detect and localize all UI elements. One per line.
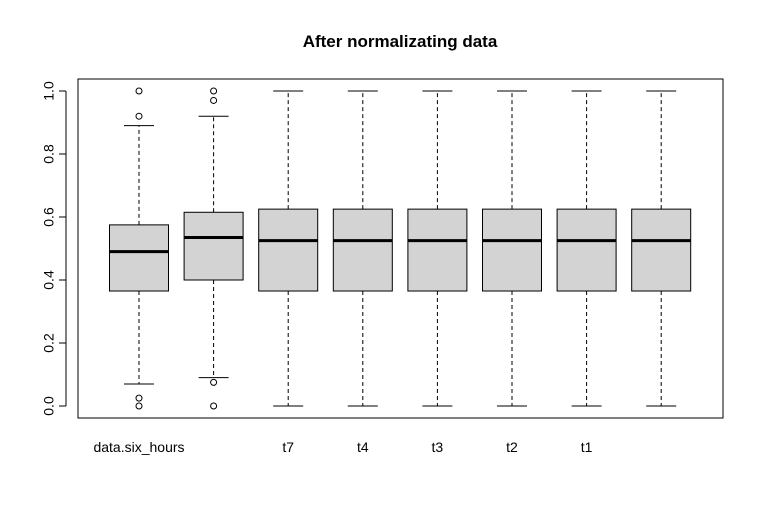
y-tick-label: 0.2 <box>41 333 57 353</box>
outlier-point <box>210 402 218 410</box>
y-tick-label: 0.8 <box>41 144 57 164</box>
y-tick-label: 0.0 <box>41 396 57 416</box>
outlier-point <box>135 112 143 120</box>
box-3 <box>258 90 319 407</box>
x-tick-label: t7 <box>282 439 294 455</box>
y-tick-label: 0.4 <box>41 270 57 290</box>
box-6 <box>482 90 542 407</box>
x-tick-label: t2 <box>506 439 518 455</box>
box-1 <box>109 87 169 410</box>
box-8 <box>631 90 692 407</box>
box-7 <box>556 90 617 407</box>
plot-frame <box>77 78 724 419</box>
box-rect <box>407 208 468 292</box>
box-rect <box>109 224 169 292</box>
outlier-point <box>135 402 143 410</box>
box-rect <box>258 208 319 292</box>
y-axis: 0.0 0.2 0.4 0.6 0.8 1.0 <box>41 81 67 416</box>
y-tick-label: 1.0 <box>41 81 57 101</box>
outlier-point <box>210 96 218 104</box>
y-tick-label: 0.6 <box>41 207 57 227</box>
x-axis-labels: data.six_hours t7 t4 t3 t2 t1 <box>93 439 592 455</box>
x-tick-label: t4 <box>357 439 369 455</box>
outlier-point <box>135 87 143 95</box>
chart-title: After normalizating data <box>303 32 498 51</box>
box-rect <box>183 211 244 281</box>
box-4 <box>332 90 393 407</box>
boxes-group <box>109 87 692 410</box>
outlier-point <box>210 87 218 95</box>
box-rect <box>482 208 542 292</box>
outlier-point <box>135 394 143 402</box>
box-rect <box>332 208 393 292</box>
x-tick-label: data.six_hours <box>93 439 184 455</box>
box-2 <box>183 87 244 410</box>
box-rect <box>631 208 692 292</box>
x-tick-label: t1 <box>581 439 593 455</box>
x-tick-label: t3 <box>432 439 444 455</box>
box-rect <box>556 208 617 292</box>
box-5 <box>407 90 468 407</box>
outlier-point <box>210 378 218 386</box>
